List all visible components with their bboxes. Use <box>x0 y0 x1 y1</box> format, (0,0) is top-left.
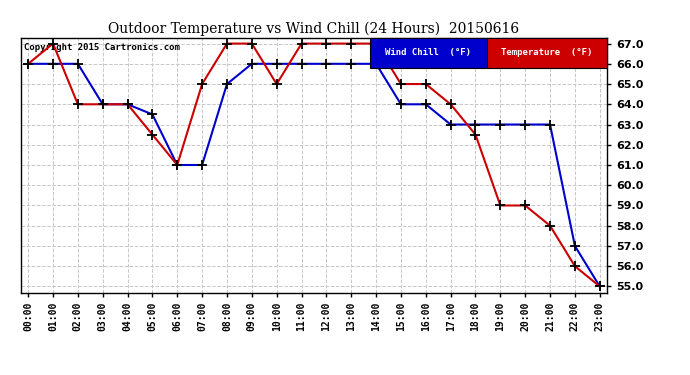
FancyBboxPatch shape <box>370 38 487 68</box>
Title: Outdoor Temperature vs Wind Chill (24 Hours)  20150616: Outdoor Temperature vs Wind Chill (24 Ho… <box>108 22 520 36</box>
FancyBboxPatch shape <box>487 38 607 68</box>
Text: Copyright 2015 Cartronics.com: Copyright 2015 Cartronics.com <box>23 43 179 52</box>
Text: Wind Chill  (°F): Wind Chill (°F) <box>385 48 471 57</box>
Text: Temperature  (°F): Temperature (°F) <box>502 48 593 57</box>
